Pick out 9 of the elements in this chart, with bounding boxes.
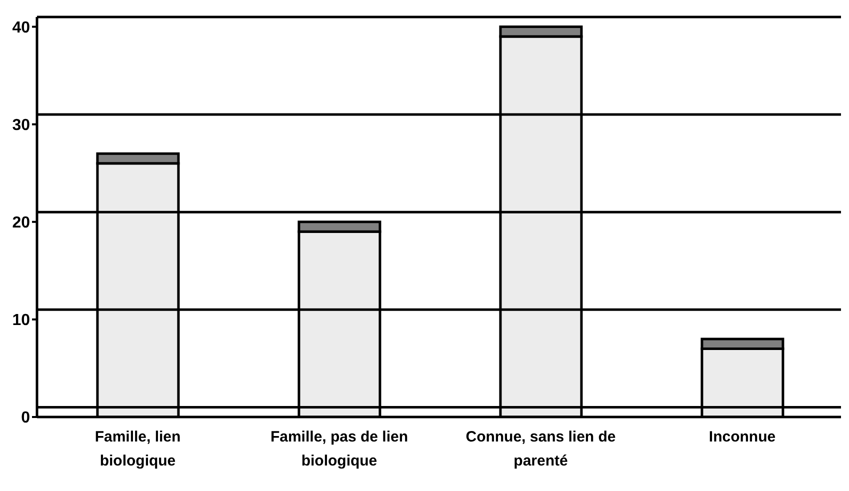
y-tick-label: 10	[12, 312, 30, 330]
y-tick-label: 30	[12, 116, 30, 134]
x-tick-label: Famille, pas de lien biologique	[270, 428, 408, 470]
y-tick-label: 20	[12, 214, 30, 232]
y-tick-label: 0	[21, 410, 30, 427]
y-tick-label: 40	[12, 19, 30, 36]
x-tick-label: Famille, lien biologique	[94, 428, 181, 470]
x-tick-label: Connue, sans lien de parenté	[466, 428, 616, 470]
x-tick-label: Inconnue	[708, 428, 776, 446]
